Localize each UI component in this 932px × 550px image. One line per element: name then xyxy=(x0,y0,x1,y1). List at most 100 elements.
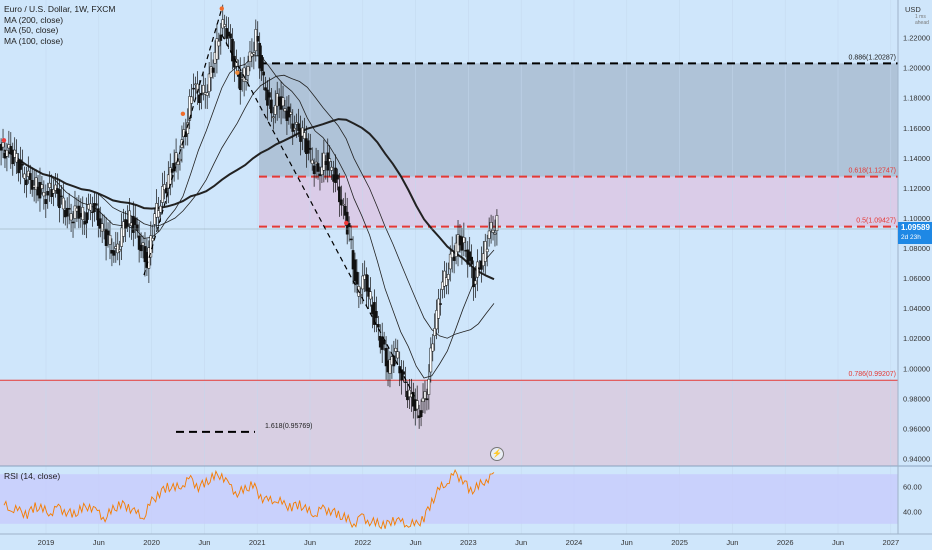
candle-body xyxy=(404,381,407,384)
candle-body xyxy=(341,204,345,206)
candle-body xyxy=(495,215,499,232)
candle-body xyxy=(419,410,423,417)
rsi-tick-label: 40.00 xyxy=(903,507,922,516)
candle-body xyxy=(238,72,242,90)
candle-body xyxy=(112,250,116,256)
candle-body xyxy=(44,199,48,205)
x-tick-label: 2026 xyxy=(777,538,794,547)
candle-body xyxy=(120,227,123,247)
legend: Euro / U.S. Dollar, 1W, FXCM MA (200, cl… xyxy=(4,4,115,46)
candle-body xyxy=(328,158,332,162)
candle-body xyxy=(108,235,112,245)
y-tick-label: 1.14000 xyxy=(903,154,930,163)
bar-countdown: 2d 23h xyxy=(901,234,921,241)
candle-body xyxy=(54,184,57,191)
candle-body xyxy=(400,369,403,381)
candle-body xyxy=(30,180,34,190)
candle-body xyxy=(264,87,267,91)
candle-body xyxy=(262,71,265,76)
x-tick-label: 2019 xyxy=(38,538,55,547)
time-axis[interactable]: 2019 Jun 2020 Jun 2021 Jun 2022 Jun 2023 Jun 2024 J… xyxy=(38,538,899,547)
y-tick-label: 1.10000 xyxy=(903,214,930,223)
candle-body xyxy=(246,66,250,76)
x-tick-label: 2022 xyxy=(354,538,371,547)
price-axis[interactable]: 1.22000 1.20000 1.18000 1.16000 1.14000 1.120… xyxy=(903,34,930,464)
candle-body xyxy=(431,343,435,352)
candle-body xyxy=(69,213,73,221)
rsi-label[interactable]: RSI (14, close) xyxy=(4,471,61,481)
candle-body xyxy=(491,229,495,233)
candle-body xyxy=(153,213,157,225)
candle-body xyxy=(89,203,92,211)
candle-body xyxy=(460,236,464,251)
candle-body xyxy=(52,189,55,194)
y-tick-label: 1.16000 xyxy=(903,124,930,133)
symbol-title[interactable]: Euro / U.S. Dollar, 1W, FXCM xyxy=(4,4,116,14)
lightning-icon[interactable]: ⚡ xyxy=(490,447,504,461)
candle-body xyxy=(174,152,178,163)
zigzag-dashes xyxy=(143,8,417,400)
candle-body xyxy=(392,355,396,367)
signal-markers xyxy=(1,6,349,226)
x-tick-label: 2020 xyxy=(143,538,160,547)
candle-body xyxy=(93,203,96,213)
x-tick-label: 2024 xyxy=(566,538,583,547)
candle-body xyxy=(260,55,263,72)
candle-body xyxy=(133,217,137,225)
y-tick-label: 1.00000 xyxy=(903,364,930,373)
candle-body xyxy=(293,128,297,131)
candle-body xyxy=(446,274,450,280)
ma50-label[interactable]: MA (50, close) xyxy=(4,25,59,35)
y-tick-label: 1.06000 xyxy=(903,274,930,283)
signal-dot xyxy=(1,138,7,143)
candle-body xyxy=(425,398,429,401)
candle-body xyxy=(147,247,151,269)
candle-body xyxy=(301,127,304,137)
candle-body xyxy=(159,205,162,213)
candle-body xyxy=(487,230,491,239)
zigzag-segment xyxy=(143,8,223,276)
candle-body xyxy=(445,277,448,286)
candle-body xyxy=(25,179,28,186)
candle-body xyxy=(42,192,46,197)
ma200-label[interactable]: MA (200, close) xyxy=(4,14,64,25)
candle-body xyxy=(435,310,438,330)
x-tick-label: Jun xyxy=(726,538,738,547)
candle-body xyxy=(198,94,201,103)
candle-body xyxy=(476,261,479,278)
candle-body xyxy=(91,211,94,213)
ma100-label[interactable]: MA (100, close) xyxy=(4,35,64,46)
candle-body xyxy=(200,92,203,96)
candle-body xyxy=(353,259,357,282)
candle-body xyxy=(118,249,122,252)
candle-body xyxy=(310,159,314,164)
candle-body xyxy=(289,111,293,115)
candle-body xyxy=(268,92,271,98)
candle-body xyxy=(347,223,351,227)
candle-body xyxy=(330,166,333,171)
candle-body xyxy=(73,205,77,219)
candle-body xyxy=(139,244,143,252)
y-tick-label: 1.12000 xyxy=(903,184,930,193)
fib-label: 0.5(1.09427) xyxy=(856,218,896,225)
candle-body xyxy=(48,182,52,188)
candle-body xyxy=(320,166,324,175)
candle-body xyxy=(252,52,256,55)
candle-body xyxy=(215,38,219,60)
candle-body xyxy=(450,251,454,259)
candle-body xyxy=(23,173,26,179)
candle-body xyxy=(316,163,320,172)
candle-body xyxy=(283,108,287,112)
candle-body xyxy=(474,280,477,285)
candle-body xyxy=(415,400,419,410)
candle-body xyxy=(85,212,88,224)
candle-body xyxy=(77,205,81,219)
rsi-tick-label: 60.00 xyxy=(903,483,922,492)
candle-body xyxy=(192,87,195,90)
candle-body xyxy=(359,294,363,296)
candle-body xyxy=(157,210,160,218)
rsi-path xyxy=(3,468,495,530)
currency-label: USD xyxy=(905,5,921,14)
candle-body xyxy=(297,123,300,131)
